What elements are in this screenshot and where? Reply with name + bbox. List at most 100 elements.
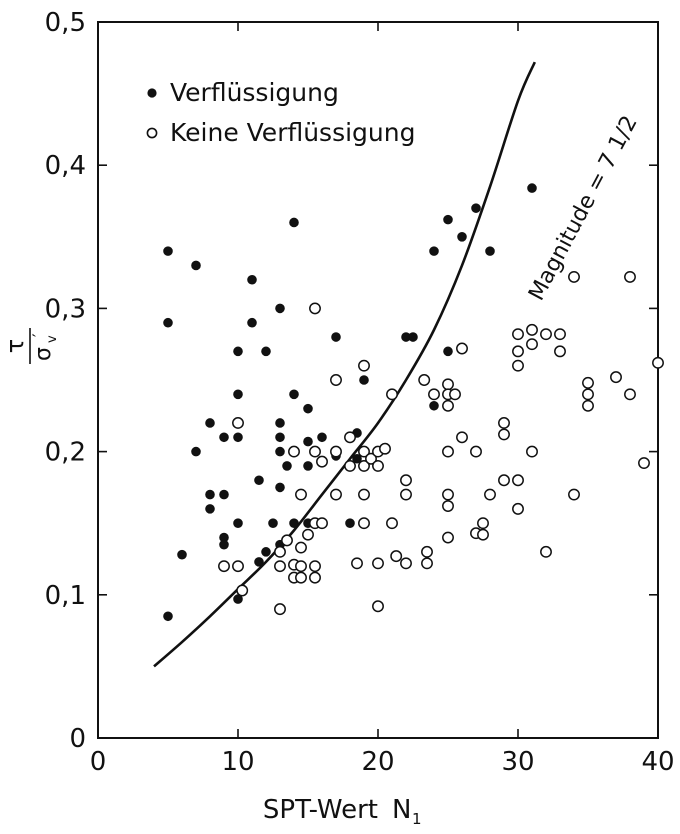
y-axis-title-numerator: τ bbox=[1, 339, 29, 353]
data-point-no-liquefaction bbox=[456, 342, 468, 355]
data-point-liquefaction bbox=[275, 446, 285, 457]
y-axis-title-denominator-sub: v bbox=[45, 335, 60, 343]
data-point-liquefaction bbox=[303, 461, 313, 471]
data-point-liquefaction bbox=[233, 346, 243, 357]
data-point-no-liquefaction bbox=[358, 488, 370, 501]
data-point-no-liquefaction bbox=[512, 328, 524, 341]
data-point-no-liquefaction bbox=[274, 560, 286, 573]
data-point-no-liquefaction bbox=[372, 557, 384, 570]
data-point-no-liquefaction bbox=[428, 388, 440, 401]
y-axis-title-denominator-mark: ′ bbox=[29, 333, 48, 337]
data-point-no-liquefaction bbox=[358, 517, 370, 530]
data-point-liquefaction bbox=[471, 203, 481, 213]
data-point-no-liquefaction bbox=[638, 457, 650, 470]
data-point-no-liquefaction bbox=[442, 445, 454, 458]
data-point-liquefaction bbox=[457, 232, 467, 242]
data-point-no-liquefaction bbox=[582, 388, 594, 401]
data-point-no-liquefaction bbox=[330, 374, 342, 386]
x-axis-title-subscript: 1 bbox=[412, 810, 422, 828]
data-point-no-liquefaction bbox=[512, 502, 524, 515]
data-point-liquefaction bbox=[219, 432, 229, 443]
data-point-no-liquefaction bbox=[498, 428, 510, 441]
data-point-no-liquefaction bbox=[316, 455, 328, 468]
data-point-liquefaction bbox=[261, 547, 271, 557]
data-point-no-liquefaction bbox=[232, 417, 244, 429]
x-tick-label: 20 bbox=[361, 747, 394, 777]
data-point-liquefaction bbox=[247, 317, 257, 328]
data-point-no-liquefaction bbox=[498, 474, 510, 487]
data-point-liquefaction bbox=[254, 475, 264, 486]
magnitude-boundary-curve bbox=[153, 61, 536, 668]
data-point-no-liquefaction bbox=[540, 328, 552, 341]
data-point-no-liquefaction bbox=[372, 600, 384, 613]
data-point-no-liquefaction bbox=[358, 359, 370, 372]
data-point-no-liquefaction bbox=[372, 459, 384, 472]
data-point-liquefaction bbox=[261, 346, 271, 357]
y-axis-title-denominator: σ bbox=[31, 347, 56, 361]
data-point-no-liquefaction bbox=[218, 560, 230, 573]
data-point-liquefaction bbox=[275, 303, 285, 314]
data-point-no-liquefaction bbox=[386, 517, 398, 530]
data-point-no-liquefaction bbox=[274, 603, 286, 616]
data-point-liquefaction bbox=[205, 418, 215, 428]
data-point-no-liquefaction bbox=[365, 452, 377, 465]
data-point-no-liquefaction bbox=[484, 488, 496, 501]
data-point-liquefaction bbox=[268, 518, 278, 528]
y-tick-label: 0,3 bbox=[45, 294, 86, 324]
data-point-no-liquefaction bbox=[400, 474, 412, 487]
data-point-liquefaction bbox=[275, 482, 285, 493]
data-point-no-liquefaction bbox=[309, 560, 321, 573]
data-point-no-liquefaction bbox=[512, 474, 524, 487]
data-point-liquefaction bbox=[219, 489, 229, 500]
y-tick-label: 0,5 bbox=[45, 8, 86, 38]
data-point-liquefaction bbox=[303, 436, 313, 447]
data-point-no-liquefaction bbox=[309, 571, 321, 584]
data-point-liquefaction bbox=[429, 246, 439, 256]
x-tick-label: 30 bbox=[501, 747, 534, 777]
data-point-liquefaction bbox=[247, 274, 257, 285]
data-point-liquefaction bbox=[352, 453, 362, 464]
data-point-liquefaction bbox=[408, 332, 418, 342]
data-point-no-liquefaction bbox=[274, 545, 286, 558]
legend-marker-open bbox=[146, 127, 158, 139]
data-point-liquefaction bbox=[429, 400, 439, 411]
data-point-no-liquefaction bbox=[442, 378, 454, 391]
data-point-liquefaction bbox=[282, 461, 292, 471]
data-point-no-liquefaction bbox=[295, 488, 307, 501]
data-point-no-liquefaction bbox=[442, 500, 454, 512]
data-point-no-liquefaction bbox=[554, 328, 566, 341]
data-point-no-liquefaction bbox=[358, 445, 370, 458]
data-point-no-liquefaction bbox=[526, 445, 538, 458]
data-point-no-liquefaction bbox=[400, 557, 412, 570]
data-point-no-liquefaction bbox=[449, 388, 461, 401]
data-point-no-liquefaction bbox=[400, 488, 412, 501]
data-point-no-liquefaction bbox=[281, 534, 293, 547]
data-point-no-liquefaction bbox=[236, 584, 249, 597]
data-point-liquefaction bbox=[527, 183, 537, 193]
data-point-liquefaction bbox=[485, 246, 495, 256]
y-tick-label: 0,2 bbox=[45, 438, 86, 468]
y-axis-ticks: 0 0,1 0,2 0,3 0,4 0,5 bbox=[45, 8, 658, 754]
legend-label-no-liquefaction: Keine Verflüssigung bbox=[170, 118, 415, 147]
data-point-liquefaction bbox=[163, 246, 173, 256]
data-point-no-liquefaction bbox=[421, 557, 433, 570]
data-point-liquefaction bbox=[163, 317, 173, 328]
x-tick-label: 10 bbox=[221, 747, 254, 777]
data-point-no-liquefaction bbox=[386, 388, 398, 401]
data-point-no-liquefaction bbox=[295, 571, 307, 584]
data-point-no-liquefaction bbox=[582, 376, 594, 389]
data-point-liquefaction bbox=[359, 375, 369, 385]
data-point-no-liquefaction bbox=[442, 488, 454, 501]
data-point-no-liquefaction bbox=[498, 417, 510, 429]
data-point-liquefaction bbox=[233, 389, 243, 400]
data-point-liquefaction bbox=[275, 418, 285, 428]
magnitude-curve-layer bbox=[153, 61, 536, 668]
data-point-no-liquefaction bbox=[330, 445, 342, 458]
data-point-no-liquefaction bbox=[418, 374, 431, 386]
legend-marker-filled bbox=[147, 88, 157, 98]
data-point-no-liquefaction bbox=[309, 302, 321, 315]
data-point-liquefaction bbox=[289, 217, 299, 228]
data-point-no-liquefaction bbox=[309, 445, 321, 458]
data-point-no-liquefaction bbox=[232, 560, 244, 573]
data-point-no-liquefaction bbox=[358, 459, 370, 472]
